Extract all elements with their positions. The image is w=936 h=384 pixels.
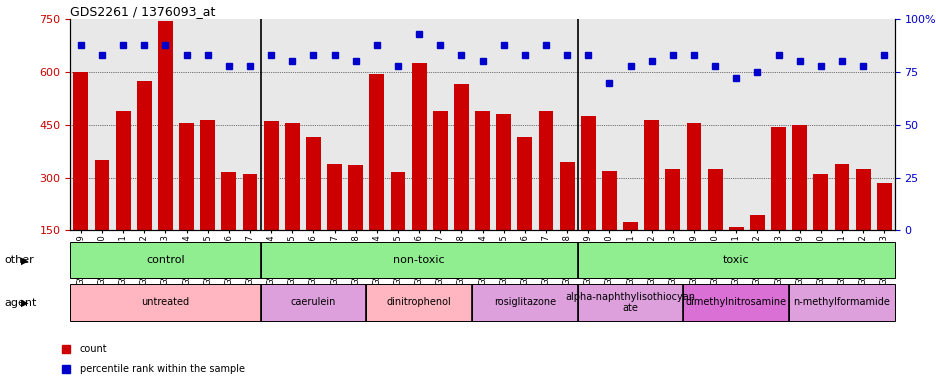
Text: toxic: toxic: [723, 255, 749, 265]
Bar: [306, 137, 320, 283]
Bar: [559, 162, 574, 283]
Bar: [348, 165, 363, 283]
Text: dinitrophenol: dinitrophenol: [387, 297, 451, 308]
Bar: [496, 114, 510, 283]
Bar: [390, 172, 405, 283]
Bar: [812, 174, 827, 283]
Bar: [517, 137, 532, 283]
Bar: [70, 284, 260, 321]
Bar: [728, 227, 743, 283]
Text: ▶: ▶: [21, 298, 28, 308]
Bar: [580, 116, 595, 283]
Bar: [578, 242, 894, 278]
Bar: [788, 284, 894, 321]
Bar: [644, 119, 658, 283]
Bar: [792, 125, 806, 283]
Bar: [855, 169, 870, 283]
Bar: [95, 160, 110, 283]
Text: rosiglitazone: rosiglitazone: [493, 297, 555, 308]
Bar: [578, 284, 682, 321]
Bar: [749, 215, 764, 283]
Bar: [285, 123, 300, 283]
Bar: [411, 63, 426, 283]
Text: GDS2261 / 1376093_at: GDS2261 / 1376093_at: [70, 5, 215, 18]
Bar: [200, 119, 215, 283]
Bar: [538, 111, 553, 283]
Bar: [475, 111, 490, 283]
Bar: [260, 284, 366, 321]
Text: ▶: ▶: [21, 255, 28, 265]
Bar: [454, 84, 468, 283]
Bar: [70, 242, 260, 278]
Bar: [327, 164, 342, 283]
Bar: [432, 111, 447, 283]
Text: caerulein: caerulein: [290, 297, 336, 308]
Bar: [876, 183, 891, 283]
Bar: [770, 127, 785, 283]
Text: dimethylnitrosamine: dimethylnitrosamine: [685, 297, 786, 308]
Bar: [622, 222, 637, 283]
Text: agent: agent: [5, 298, 37, 308]
Bar: [116, 111, 130, 283]
Bar: [263, 121, 278, 283]
Text: count: count: [80, 344, 107, 354]
Bar: [366, 284, 472, 321]
Bar: [686, 123, 701, 283]
Bar: [137, 81, 152, 283]
Bar: [179, 123, 194, 283]
Text: untreated: untreated: [141, 297, 189, 308]
Text: non-toxic: non-toxic: [393, 255, 445, 265]
Bar: [242, 174, 257, 283]
Text: n-methylformamide: n-methylformamide: [793, 297, 889, 308]
Bar: [601, 170, 616, 283]
Text: percentile rank within the sample: percentile rank within the sample: [80, 364, 244, 374]
Bar: [158, 21, 172, 283]
Bar: [472, 284, 578, 321]
Text: other: other: [5, 255, 35, 265]
Bar: [260, 242, 578, 278]
Text: control: control: [146, 255, 184, 265]
Bar: [221, 172, 236, 283]
Bar: [834, 164, 848, 283]
Bar: [665, 169, 680, 283]
Bar: [73, 72, 88, 283]
Bar: [682, 284, 788, 321]
Bar: [707, 169, 722, 283]
Text: alpha-naphthylisothiocyan
ate: alpha-naphthylisothiocyan ate: [565, 291, 695, 313]
Bar: [369, 74, 384, 283]
